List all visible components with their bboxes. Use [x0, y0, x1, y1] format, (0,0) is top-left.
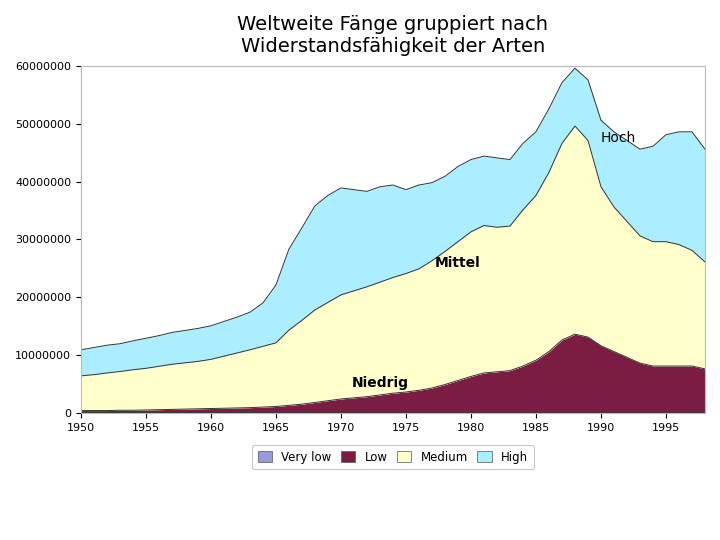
Legend: Very low, Low, Medium, High: Very low, Low, Medium, High: [252, 444, 534, 469]
Text: Hoch: Hoch: [601, 131, 636, 145]
Title: Weltweite Fänge gruppiert nach
Widerstandsfähigkeit der Arten: Weltweite Fänge gruppiert nach Widerstan…: [238, 15, 549, 56]
Text: Mittel: Mittel: [435, 255, 481, 269]
Text: Niedrig: Niedrig: [351, 376, 408, 390]
